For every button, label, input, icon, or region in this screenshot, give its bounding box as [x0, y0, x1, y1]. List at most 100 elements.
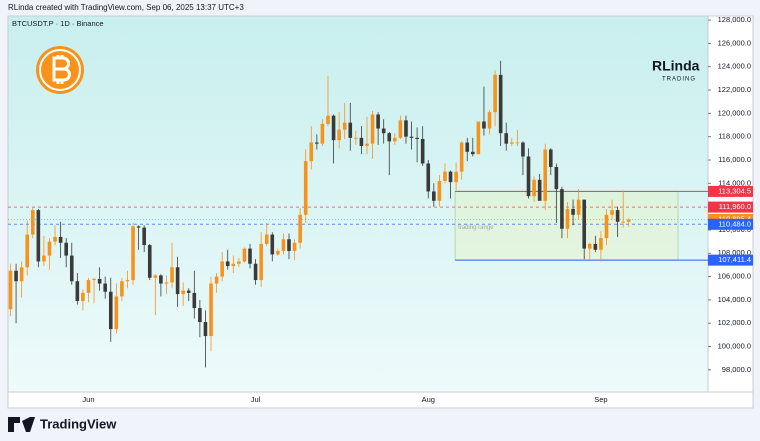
candle-body [69, 255, 74, 282]
candle-body [504, 133, 509, 144]
candle-body [264, 234, 269, 244]
footer-bar [0, 410, 760, 441]
candle-body [582, 199, 587, 249]
price-tag [708, 218, 753, 230]
candle-body [593, 243, 598, 250]
candle-body [387, 133, 392, 142]
candle-body [142, 227, 146, 246]
candle-body [292, 242, 297, 251]
candle-body [287, 239, 291, 251]
y-tick-label: 100,000.0 [718, 342, 751, 351]
candle-body [58, 236, 63, 243]
candle-body [203, 322, 208, 337]
candle-body [30, 210, 35, 235]
candle-body [393, 137, 397, 142]
candle-body [576, 199, 581, 215]
x-tick-label: Aug [422, 395, 435, 404]
candle-body [587, 243, 592, 249]
candle-body [565, 208, 570, 229]
candle-body [131, 226, 135, 281]
candle-body [136, 226, 141, 228]
footer-icon [8, 417, 35, 432]
price-tag-label: 107,411.4 [718, 255, 751, 264]
footer-brand: TradingView [40, 416, 117, 431]
candle-body [214, 276, 219, 284]
candle-body [281, 239, 286, 251]
candle-body [443, 171, 447, 181]
candle-body [175, 267, 180, 295]
y-tick-label: 120,000.0 [718, 108, 751, 117]
candle-body [526, 156, 531, 197]
candle-body [604, 214, 609, 239]
y-tick-label: 116,000.0 [718, 155, 751, 164]
candle-body [354, 137, 358, 139]
y-tick-label: 102,000.0 [718, 318, 751, 327]
x-tick-label: Sep [594, 395, 607, 404]
candle-body [64, 242, 68, 256]
y-tick-label: 108,000.0 [718, 248, 751, 257]
candle-body [326, 115, 330, 124]
candle-body [209, 283, 213, 337]
y-tick-label: 98,000.0 [722, 365, 751, 374]
candle-body [92, 278, 96, 281]
candle-body [432, 191, 436, 201]
candle-body [315, 142, 319, 144]
candle-body [398, 120, 403, 138]
candle-body [270, 234, 275, 255]
y-tick-label: 118,000.0 [718, 132, 751, 141]
y-tick-label: 104,000.0 [718, 295, 751, 304]
y-tick-label: 106,000.0 [718, 272, 751, 281]
candle-body [365, 143, 369, 146]
candle-body [192, 292, 197, 309]
candle-body [97, 278, 102, 284]
candle-body [198, 308, 202, 323]
candle-body [381, 128, 386, 134]
candle-body [415, 137, 419, 140]
candle-body [309, 142, 314, 162]
candle-body [159, 275, 163, 284]
candle-body [498, 74, 503, 134]
candle-body [543, 149, 548, 201]
candle-body [186, 290, 191, 293]
candle-body [465, 142, 470, 152]
price-tag-label: 111,960.0 [719, 202, 751, 211]
candle-body [376, 114, 380, 129]
candle-body [47, 241, 52, 256]
candle-body [370, 114, 375, 144]
candle-body [420, 139, 425, 164]
y-tick-label: 124,000.0 [718, 62, 751, 71]
candle-body [515, 142, 520, 144]
candle-body [8, 270, 13, 310]
legend: BTCUSDT.P · 1D · Binance [12, 19, 104, 28]
candle-body [120, 281, 124, 297]
candle-body [331, 115, 336, 141]
watermark: RLinda created with TradingView.com, Sep… [8, 3, 244, 12]
x-tick-label: Jul [251, 395, 261, 404]
candle-body [125, 280, 130, 282]
candle-body [615, 210, 620, 222]
candle-body [437, 180, 442, 201]
candle-body [626, 219, 631, 222]
candle-body [348, 122, 353, 138]
candle-body [404, 120, 408, 137]
candle-body [409, 136, 414, 138]
candle-body [181, 290, 185, 295]
candle-body [448, 171, 453, 183]
candle-body [276, 250, 280, 255]
candle-body [42, 255, 46, 262]
candle-body [426, 163, 431, 192]
candle-body [220, 261, 224, 277]
candle-body [103, 283, 107, 292]
candle-body [36, 210, 41, 262]
candle-body [532, 179, 536, 197]
candle-body [225, 261, 230, 267]
candle-body [482, 121, 486, 129]
candle-body [248, 248, 252, 264]
y-tick-label: 126,000.0 [718, 38, 751, 47]
y-tick-label: 114,000.0 [718, 178, 751, 187]
candle-body [342, 122, 347, 130]
y-tick-label: 128,000.0 [718, 15, 751, 24]
x-tick-label: Jun [82, 395, 94, 404]
